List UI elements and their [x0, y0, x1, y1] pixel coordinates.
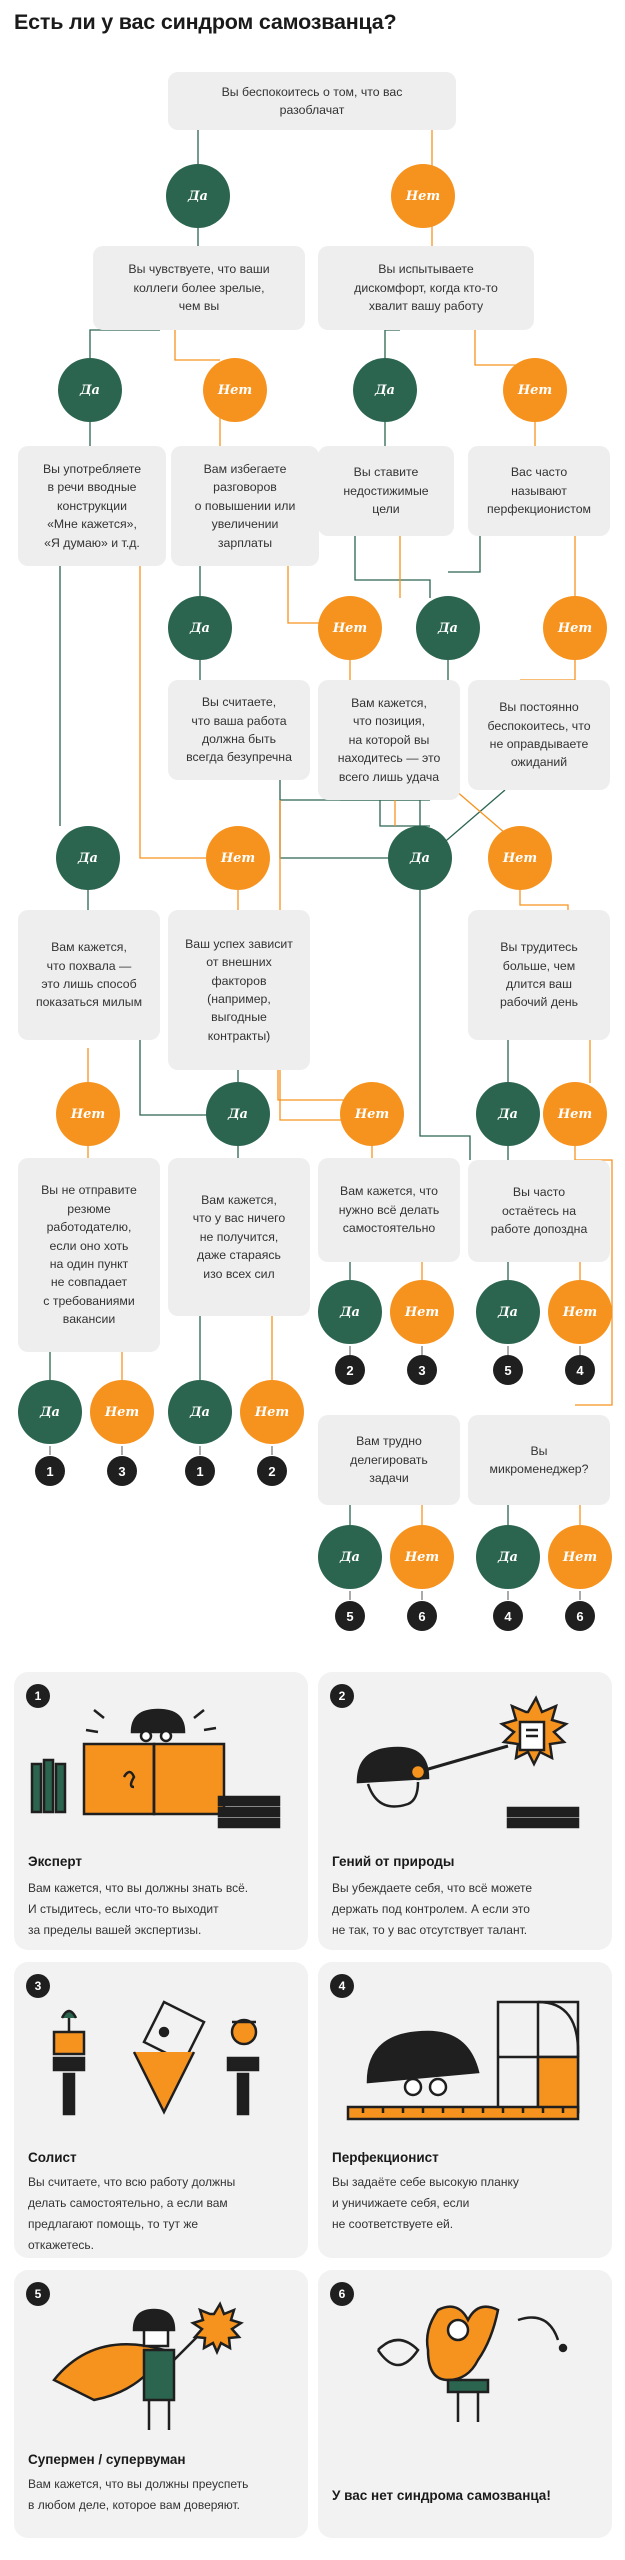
card-text: Вам кажется, что вы должны преуспеть в л… — [28, 2477, 249, 2512]
no-node: Нет — [548, 1280, 612, 1344]
question-node: Вас часто называют перфекционистом — [468, 446, 610, 536]
yes-node: Да — [416, 596, 480, 660]
yes-node: Да — [58, 358, 122, 422]
question-node: Вам кажется, что позиция, на которой вы … — [318, 680, 460, 800]
page-title: Есть ли у вас синдром самозванца? — [14, 10, 397, 34]
yes-node: Да — [168, 596, 232, 660]
card-title: Гений от природы — [332, 1854, 455, 1869]
card-title: Эксперт — [28, 1854, 83, 1869]
no-node: Нет — [390, 1525, 454, 1589]
yes-node: Да — [353, 358, 417, 422]
no-node: Нет — [240, 1380, 304, 1444]
result-badge: 2 — [335, 1355, 365, 1385]
card-number: 5 — [26, 2282, 50, 2306]
question-node: Вы испытываете дискомфорт, когда кто-то … — [318, 246, 534, 330]
card-number: 3 — [26, 1974, 50, 1998]
question-node: Ваш успех зависит от внешних факторов (н… — [168, 910, 310, 1070]
question-node: Вам кажется, что похвала — это лишь спос… — [18, 910, 160, 1040]
result-badge: 4 — [565, 1355, 595, 1385]
question-node: Вы чувствуете, что ваши коллеги более зр… — [93, 246, 305, 330]
question-node: Вы считаете, что ваша работа должна быть… — [168, 680, 310, 780]
no-node: Нет — [391, 164, 455, 228]
result-badge: 3 — [107, 1456, 137, 1486]
no-node: Нет — [90, 1380, 154, 1444]
card-number: 2 — [330, 1684, 354, 1708]
yes-node: Да — [56, 826, 120, 890]
question-node: Вы употребляете в речи вводные конструкц… — [18, 446, 166, 566]
result-badge: 6 — [407, 1601, 437, 1631]
yes-node: Да — [318, 1280, 382, 1344]
no-node: Нет — [203, 358, 267, 422]
card-text: Вы считаете, что всю работу должны делат… — [28, 2175, 236, 2252]
no-node: Нет — [543, 596, 607, 660]
yes-node: Да — [318, 1525, 382, 1589]
no-node: Нет — [318, 596, 382, 660]
yes-node: Да — [388, 826, 452, 890]
question-node: Вам избегаете разговоров о повышении или… — [171, 446, 319, 566]
question-node: Вы микроменеджер? — [468, 1415, 610, 1505]
result-card-perfectionist: 4 Перфекционист Вы задаёте себе высокую … — [318, 1962, 612, 2258]
result-card-expert: 1 Эксперт Вам кажется, что вы должны зна… — [14, 1672, 308, 1950]
question-node: Вам трудно делегировать задачи — [318, 1415, 460, 1505]
no-node: Нет — [543, 1082, 607, 1146]
yes-node: Да — [166, 164, 230, 228]
result-card-superman: 5 Супермен / супервуман Вам кажется, что… — [14, 2270, 308, 2538]
result-badge: 3 — [407, 1355, 437, 1385]
question-node: Вы не отправите резюме работодателю, есл… — [18, 1158, 160, 1352]
superman-illustration — [52, 2301, 244, 2430]
no-node: Нет — [488, 826, 552, 890]
yes-node: Да — [476, 1082, 540, 1146]
result-badge: 5 — [335, 1601, 365, 1631]
card-text: Вам кажется, что вы должны знать всё. И … — [28, 1881, 249, 1937]
no-node: Нет — [56, 1082, 120, 1146]
card-title: Перфекционист — [332, 2150, 439, 2165]
card-number: 4 — [330, 1974, 354, 1998]
soloist-illustration — [52, 2000, 260, 2116]
question-node: Вы беспокоитесь о том, что вас разоблача… — [168, 72, 456, 130]
yes-node: Да — [476, 1280, 540, 1344]
result-badge: 6 — [565, 1601, 595, 1631]
result-badge: 1 — [35, 1456, 65, 1486]
yes-node: Да — [206, 1082, 270, 1146]
result-card-no-syndrome: 6 У вас нет синдрома самозванца! — [318, 2270, 612, 2538]
no-node: Нет — [503, 358, 567, 422]
perfectionist-illustration — [346, 2000, 580, 2121]
result-badge: 5 — [493, 1355, 523, 1385]
result-badge: 4 — [493, 1601, 523, 1631]
result-badge: 1 — [185, 1456, 215, 1486]
question-node: Вы постоянно беспокоитесь, что не оправд… — [468, 680, 610, 790]
yes-node: Да — [168, 1380, 232, 1444]
no-node: Нет — [548, 1525, 612, 1589]
genius-illustration — [356, 1695, 580, 1829]
card-title: Солист — [28, 2150, 77, 2165]
no-node: Нет — [206, 826, 270, 890]
flow-connectors — [49, 130, 613, 1600]
yes-node: Да — [18, 1380, 82, 1444]
no-node: Нет — [390, 1280, 454, 1344]
card-title: Супермен / супервуман — [28, 2452, 186, 2467]
ok-hand-illustration — [376, 2305, 568, 2422]
question-node: Вы трудитесь больше, чем длится ваш рабо… — [468, 910, 610, 1040]
card-number: 6 — [330, 2282, 354, 2306]
question-node: Вам кажется, что нужно всё делать самост… — [318, 1158, 460, 1262]
result-card-genius: 2 Гений от природы Вы убеждаете себя, чт… — [318, 1672, 612, 1950]
card-number: 1 — [26, 1684, 50, 1708]
card-text: Вы задаёте себе высокую планку и уничижа… — [332, 2175, 519, 2231]
expert-illustration — [30, 1708, 281, 1829]
result-card-soloist: 3 Солист Вы считаете, что всю работу дол… — [14, 1962, 308, 2258]
question-node: Вы ставите недостижимые цели — [318, 446, 454, 536]
question-node: Вы часто остаётесь на работе допоздна — [468, 1160, 610, 1262]
question-node: Вам кажется, что у вас ничего не получит… — [168, 1158, 310, 1316]
no-node: Нет — [340, 1082, 404, 1146]
card-title: У вас нет синдрома самозванца! — [332, 2488, 551, 2503]
card-text: Вы убеждаете себя, что всё можете держат… — [332, 1881, 533, 1937]
result-badge: 2 — [257, 1456, 287, 1486]
yes-node: Да — [476, 1525, 540, 1589]
